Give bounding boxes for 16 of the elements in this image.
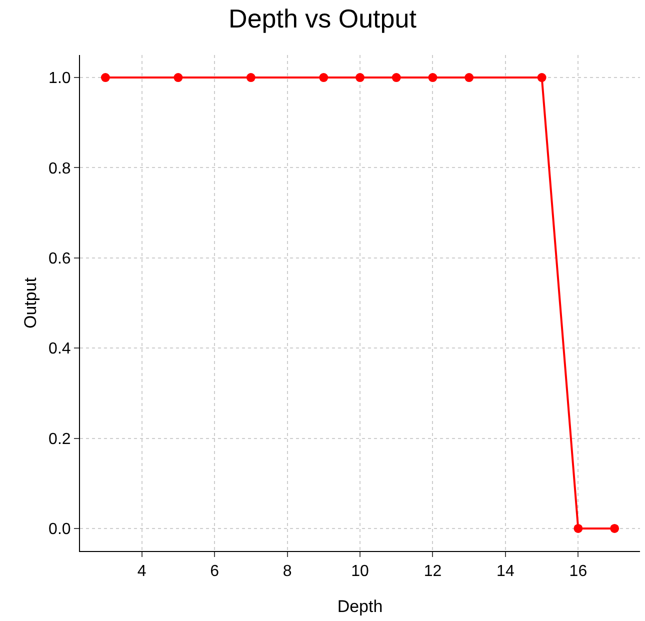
x-tick-label: 8 xyxy=(282,563,292,580)
y-tick-label: 0.0 xyxy=(48,521,71,538)
y-tick-label: 0.4 xyxy=(48,340,71,358)
y-tick-label: 0.6 xyxy=(48,250,71,268)
y-tick-label: 1.0 xyxy=(48,70,71,88)
x-tick-label: 6 xyxy=(210,563,220,580)
x-tick-label: 4 xyxy=(137,563,146,580)
x-tick-label: 12 xyxy=(424,563,442,580)
y-tick-label: 0.8 xyxy=(48,160,71,178)
x-tick-label: 10 xyxy=(351,563,369,580)
x-tick-label: 14 xyxy=(496,563,514,580)
y-axis-title: Output xyxy=(21,277,40,329)
x-axis-title: Depth xyxy=(337,597,383,616)
y-tick-label: 0.2 xyxy=(48,430,71,448)
chart-title: Depth vs Output xyxy=(228,4,418,34)
x-tick-label: 16 xyxy=(569,563,588,580)
